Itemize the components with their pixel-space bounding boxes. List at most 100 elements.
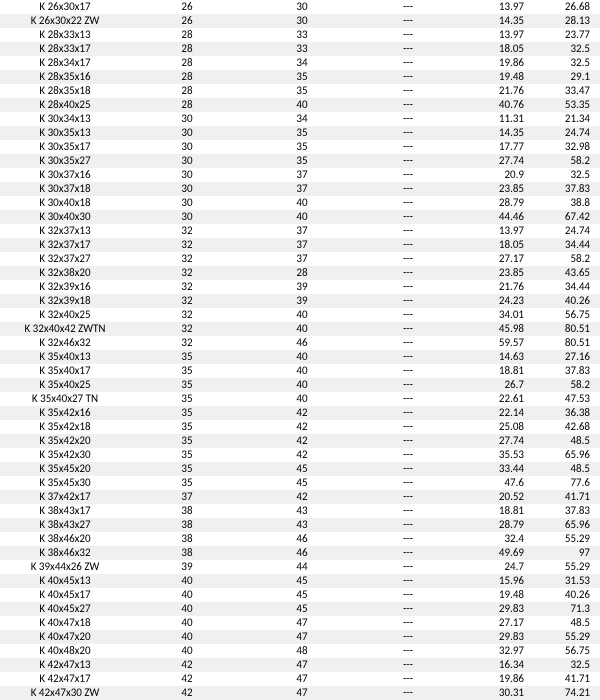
table-cell: 38 bbox=[130, 518, 244, 532]
table-cell: 80.51 bbox=[536, 322, 596, 336]
table-cell: --- bbox=[360, 392, 456, 406]
table-cell: K 30x35x27 bbox=[0, 154, 130, 168]
table-cell: 46 bbox=[244, 546, 360, 560]
table-cell: --- bbox=[360, 420, 456, 434]
table-cell: 35 bbox=[130, 350, 244, 364]
table-row: K 30x37x163037---20.932.5 bbox=[0, 168, 600, 182]
table-row: K 30x35x173035---17.7732.98 bbox=[0, 140, 600, 154]
table-cell: 26 bbox=[130, 0, 244, 14]
table-row: K 32x37x133237---13.9724.74 bbox=[0, 224, 600, 238]
table-cell: 21.76 bbox=[456, 84, 536, 98]
table-cell: 49.69 bbox=[456, 546, 536, 560]
table-cell: 43 bbox=[244, 504, 360, 518]
table-cell: K 32x40x25 bbox=[0, 308, 130, 322]
table-cell: 19.86 bbox=[456, 672, 536, 686]
table-row: K 40x48x204048---32.9756.75 bbox=[0, 644, 600, 658]
table-cell: 29.83 bbox=[456, 602, 536, 616]
table-row: K 35x42x183542---25.0842.68 bbox=[0, 420, 600, 434]
table-cell: 37 bbox=[130, 490, 244, 504]
table-row: K 35x40x253540---26.758.2 bbox=[0, 378, 600, 392]
table-cell: 48.5 bbox=[536, 434, 596, 448]
table-row: K 28x33x172833---18.0532.5 bbox=[0, 42, 600, 56]
table-cell: K 35x42x16 bbox=[0, 406, 130, 420]
table-cell: 28 bbox=[130, 84, 244, 98]
table-cell: K 35x42x20 bbox=[0, 434, 130, 448]
table-row: K 39x44x26 ZW3944---24.755.29 bbox=[0, 560, 600, 574]
table-cell: --- bbox=[360, 616, 456, 630]
table-cell: 43.65 bbox=[536, 266, 596, 280]
table-cell: K 37x42x17 bbox=[0, 490, 130, 504]
table-cell: 32.5 bbox=[536, 42, 596, 56]
table-cell: 32 bbox=[130, 224, 244, 238]
table-row: K 35x42x163542---22.1436.38 bbox=[0, 406, 600, 420]
table-cell: 59.57 bbox=[456, 336, 536, 350]
table-cell: 19.48 bbox=[456, 588, 536, 602]
table-cell: 40 bbox=[130, 602, 244, 616]
table-row: K 30x34x133034---11.3121.34 bbox=[0, 112, 600, 126]
table-cell: 23.85 bbox=[456, 266, 536, 280]
table-row: K 30x40x303040---44.4667.42 bbox=[0, 210, 600, 224]
table-cell: K 30x40x30 bbox=[0, 210, 130, 224]
table-cell: 40 bbox=[244, 350, 360, 364]
table-cell: --- bbox=[360, 294, 456, 308]
table-cell: --- bbox=[360, 378, 456, 392]
table-cell: 37.83 bbox=[536, 182, 596, 196]
table-cell: --- bbox=[360, 434, 456, 448]
table-cell: 34 bbox=[244, 112, 360, 126]
table-cell: 38 bbox=[130, 504, 244, 518]
table-cell: 34.44 bbox=[536, 238, 596, 252]
table-row: K 37x42x173742---20.5241.71 bbox=[0, 490, 600, 504]
table-cell: --- bbox=[360, 448, 456, 462]
table-cell: K 40x47x20 bbox=[0, 630, 130, 644]
table-cell: K 40x45x13 bbox=[0, 574, 130, 588]
table-cell: 32 bbox=[130, 252, 244, 266]
product-table: K 26x30x172630---13.9726.68K 26x30x22 ZW… bbox=[0, 0, 600, 700]
table-cell: 40 bbox=[244, 98, 360, 112]
table-cell: --- bbox=[360, 462, 456, 476]
table-cell: --- bbox=[360, 98, 456, 112]
table-cell: 77.6 bbox=[536, 476, 596, 490]
table-cell: 32 bbox=[130, 336, 244, 350]
table-cell: 27.16 bbox=[536, 350, 596, 364]
table-cell: K 30x37x16 bbox=[0, 168, 130, 182]
table-cell: --- bbox=[360, 686, 456, 700]
table-row: K 35x42x303542---35.5365.96 bbox=[0, 448, 600, 462]
table-cell: 15.96 bbox=[456, 574, 536, 588]
table-cell: 30 bbox=[130, 154, 244, 168]
table-cell: --- bbox=[360, 0, 456, 14]
table-row: K 38x43x273843---28.7965.96 bbox=[0, 518, 600, 532]
table-cell: 24.74 bbox=[536, 126, 596, 140]
table-cell: 58.2 bbox=[536, 252, 596, 266]
table-cell: 40 bbox=[130, 630, 244, 644]
table-cell: 30 bbox=[130, 196, 244, 210]
table-cell: 33.47 bbox=[536, 84, 596, 98]
table-cell: --- bbox=[360, 546, 456, 560]
table-cell: 42.68 bbox=[536, 420, 596, 434]
table-cell: K 30x37x18 bbox=[0, 182, 130, 196]
table-cell: 40.26 bbox=[536, 294, 596, 308]
table-cell: --- bbox=[360, 630, 456, 644]
table-cell: K 42x47x13 bbox=[0, 658, 130, 672]
table-cell: K 26x30x22 ZW bbox=[0, 14, 130, 28]
table-cell: 21.76 bbox=[456, 280, 536, 294]
table-cell: 47 bbox=[244, 658, 360, 672]
table-cell: 30.31 bbox=[456, 686, 536, 700]
table-cell: 30 bbox=[130, 112, 244, 126]
table-cell: 14.35 bbox=[456, 14, 536, 28]
table-cell: K 40x45x17 bbox=[0, 588, 130, 602]
table-cell: 44.46 bbox=[456, 210, 536, 224]
table-cell: 97 bbox=[536, 546, 596, 560]
table-cell: 21.34 bbox=[536, 112, 596, 126]
table-cell: K 32x39x18 bbox=[0, 294, 130, 308]
table-cell: --- bbox=[360, 266, 456, 280]
table-cell: 34.44 bbox=[536, 280, 596, 294]
table-cell: 24.7 bbox=[456, 560, 536, 574]
table-cell: --- bbox=[360, 252, 456, 266]
table-cell: --- bbox=[360, 406, 456, 420]
table-cell: K 32x37x27 bbox=[0, 252, 130, 266]
table-cell: --- bbox=[360, 182, 456, 196]
table-cell: 40 bbox=[130, 644, 244, 658]
table-cell: 32.98 bbox=[536, 140, 596, 154]
table-cell: K 30x34x13 bbox=[0, 112, 130, 126]
table-cell: --- bbox=[360, 112, 456, 126]
